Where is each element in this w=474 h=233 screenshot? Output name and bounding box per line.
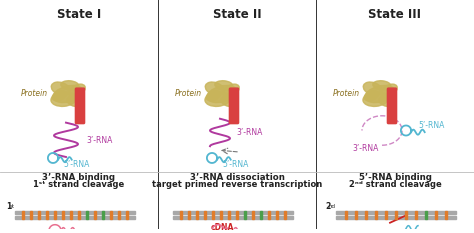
Ellipse shape [205, 82, 224, 95]
Text: State III: State III [368, 8, 421, 21]
FancyBboxPatch shape [173, 216, 293, 219]
Bar [435, 211, 437, 219]
FancyBboxPatch shape [15, 216, 135, 219]
Text: 5’-RNA: 5’-RNA [418, 121, 444, 130]
Bar [102, 211, 104, 219]
Text: 5’-RNA binding: 5’-RNA binding [358, 173, 431, 182]
FancyBboxPatch shape [173, 211, 293, 214]
Bar [54, 211, 56, 219]
Bar [365, 211, 367, 219]
Bar [228, 211, 230, 219]
Ellipse shape [51, 92, 76, 106]
Bar [375, 211, 377, 219]
Text: 3’-RNA dissociation: 3’-RNA dissociation [190, 173, 284, 182]
Ellipse shape [69, 84, 85, 97]
Bar [284, 211, 286, 219]
Bar [188, 211, 190, 219]
Bar [70, 211, 72, 219]
Ellipse shape [373, 81, 391, 90]
Bar [126, 211, 128, 219]
Ellipse shape [223, 84, 239, 97]
Ellipse shape [206, 91, 220, 101]
Bar [86, 211, 88, 219]
Text: 3’-RNA binding: 3’-RNA binding [43, 173, 116, 182]
Bar [252, 211, 254, 219]
Bar [110, 211, 112, 219]
Ellipse shape [67, 96, 83, 106]
Ellipse shape [53, 86, 83, 103]
Bar [204, 211, 206, 219]
Ellipse shape [363, 92, 388, 106]
Ellipse shape [365, 86, 395, 103]
Text: 3’-RNA: 3’-RNA [236, 128, 263, 137]
Ellipse shape [51, 82, 70, 95]
Bar [30, 211, 32, 219]
Text: target primed reverse transcription: target primed reverse transcription [152, 180, 322, 188]
Text: State II: State II [213, 8, 261, 21]
FancyBboxPatch shape [75, 88, 84, 124]
Bar [395, 211, 397, 219]
Ellipse shape [381, 84, 397, 97]
Text: Protein: Protein [175, 89, 202, 99]
Text: 5’-RNA: 5’-RNA [222, 160, 248, 169]
FancyBboxPatch shape [229, 88, 238, 124]
Text: cDNA: cDNA [210, 223, 234, 232]
Text: 2ⁿᵈ strand cleavage: 2ⁿᵈ strand cleavage [348, 180, 441, 188]
Text: Protein: Protein [333, 89, 360, 99]
Text: st: st [10, 203, 15, 209]
FancyBboxPatch shape [387, 88, 397, 124]
Bar [212, 211, 214, 219]
Bar [62, 211, 64, 219]
Text: 3’-RNA: 3’-RNA [353, 144, 379, 153]
FancyBboxPatch shape [336, 211, 456, 214]
Bar [268, 211, 270, 219]
Text: nd: nd [329, 203, 336, 209]
Bar [244, 211, 246, 219]
Bar [355, 211, 357, 219]
FancyBboxPatch shape [15, 211, 135, 214]
Ellipse shape [205, 92, 230, 106]
Ellipse shape [215, 81, 233, 90]
Text: 3’-RNA: 3’-RNA [86, 136, 112, 145]
Bar [118, 211, 120, 219]
Bar [276, 211, 278, 219]
Bar [260, 211, 262, 219]
Bar [22, 211, 24, 219]
Bar [445, 211, 447, 219]
Bar [385, 211, 387, 219]
Text: 1: 1 [6, 202, 11, 211]
Bar [415, 211, 417, 219]
Ellipse shape [221, 96, 237, 106]
Bar [236, 211, 238, 219]
Text: 2: 2 [325, 202, 330, 211]
Bar [196, 211, 198, 219]
Text: 1ˢᵗ strand cleavage: 1ˢᵗ strand cleavage [33, 180, 125, 188]
FancyBboxPatch shape [336, 216, 456, 219]
Text: 5’-RNA: 5’-RNA [63, 160, 90, 169]
Bar [425, 211, 427, 219]
Ellipse shape [379, 96, 395, 106]
Bar [46, 211, 48, 219]
Bar [180, 211, 182, 219]
Ellipse shape [61, 81, 79, 90]
Text: State I: State I [57, 8, 101, 21]
Bar [94, 211, 96, 219]
Bar [405, 211, 407, 219]
Bar [38, 211, 40, 219]
Ellipse shape [207, 86, 237, 103]
Text: Protein: Protein [21, 89, 48, 99]
Bar [78, 211, 80, 219]
Bar [345, 211, 347, 219]
Bar [220, 211, 222, 219]
Ellipse shape [52, 91, 66, 101]
Ellipse shape [363, 82, 383, 95]
Ellipse shape [364, 91, 378, 101]
